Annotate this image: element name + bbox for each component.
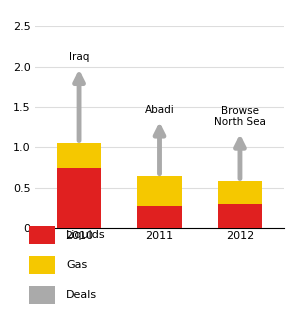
Text: Iraq: Iraq (69, 52, 89, 63)
Text: Liquids: Liquids (66, 230, 106, 240)
FancyBboxPatch shape (28, 286, 55, 304)
Bar (57, 143, 101, 168)
Bar (218, 181, 262, 204)
Text: Deals: Deals (66, 290, 97, 300)
FancyBboxPatch shape (28, 256, 55, 274)
Text: Gas: Gas (66, 260, 87, 270)
Bar (137, 206, 182, 228)
FancyBboxPatch shape (28, 226, 55, 244)
Text: Abadi: Abadi (145, 105, 174, 115)
Bar (137, 176, 182, 206)
Bar (218, 204, 262, 228)
Bar (57, 168, 101, 228)
Text: Browse
North Sea: Browse North Sea (214, 106, 266, 127)
